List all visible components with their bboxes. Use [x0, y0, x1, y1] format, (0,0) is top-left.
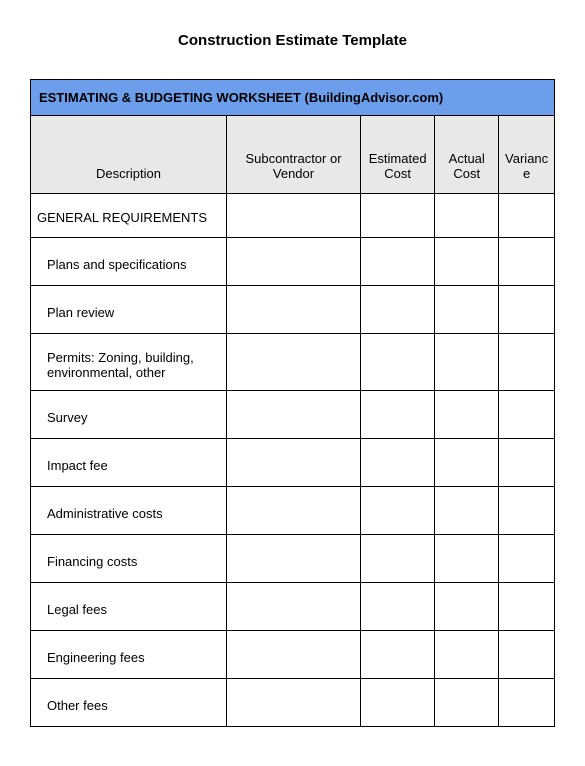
- cell-sub: [226, 487, 360, 535]
- cell-est: [361, 439, 435, 487]
- table-row: Permits: Zoning, building, environmental…: [31, 334, 555, 391]
- col-header-variance: Variance: [499, 116, 555, 194]
- section-row: GENERAL REQUIREMENTS: [31, 194, 555, 238]
- section-var: [499, 194, 555, 238]
- cell-sub: [226, 334, 360, 391]
- cell-var: [499, 631, 555, 679]
- header-row: Description Subcontractor or Vendor Esti…: [31, 116, 555, 194]
- table-row: Other fees: [31, 679, 555, 727]
- cell-act: [435, 487, 499, 535]
- section-act: [435, 194, 499, 238]
- cell-est: [361, 286, 435, 334]
- cell-var: [499, 583, 555, 631]
- cell-act: [435, 238, 499, 286]
- banner-row: ESTIMATING & BUDGETING WORKSHEET (Buildi…: [31, 80, 555, 116]
- cell-desc: Plans and specifications: [31, 238, 227, 286]
- cell-var: [499, 391, 555, 439]
- cell-var: [499, 487, 555, 535]
- cell-sub: [226, 583, 360, 631]
- banner-text: ESTIMATING & BUDGETING WORKSHEET (Buildi…: [31, 80, 555, 116]
- table-row: Survey: [31, 391, 555, 439]
- cell-act: [435, 286, 499, 334]
- cell-desc: Legal fees: [31, 583, 227, 631]
- cell-desc: Impact fee: [31, 439, 227, 487]
- col-header-description: Description: [31, 116, 227, 194]
- cell-var: [499, 439, 555, 487]
- estimate-table: ESTIMATING & BUDGETING WORKSHEET (Buildi…: [30, 79, 555, 727]
- cell-sub: [226, 535, 360, 583]
- cell-var: [499, 238, 555, 286]
- cell-est: [361, 391, 435, 439]
- cell-var: [499, 535, 555, 583]
- section-sub: [226, 194, 360, 238]
- page-title: Construction Estimate Template: [30, 32, 555, 49]
- col-header-subcontractor: Subcontractor or Vendor: [226, 116, 360, 194]
- cell-est: [361, 334, 435, 391]
- cell-act: [435, 334, 499, 391]
- cell-sub: [226, 679, 360, 727]
- table-row: Financing costs: [31, 535, 555, 583]
- table-row: Plans and specifications: [31, 238, 555, 286]
- cell-est: [361, 583, 435, 631]
- cell-est: [361, 535, 435, 583]
- cell-sub: [226, 391, 360, 439]
- table-row: Legal fees: [31, 583, 555, 631]
- cell-sub: [226, 439, 360, 487]
- cell-act: [435, 679, 499, 727]
- cell-est: [361, 487, 435, 535]
- cell-desc: Financing costs: [31, 535, 227, 583]
- section-est: [361, 194, 435, 238]
- cell-est: [361, 238, 435, 286]
- cell-var: [499, 334, 555, 391]
- cell-act: [435, 439, 499, 487]
- cell-act: [435, 583, 499, 631]
- table-row: Impact fee: [31, 439, 555, 487]
- cell-desc: Administrative costs: [31, 487, 227, 535]
- cell-desc: Survey: [31, 391, 227, 439]
- col-header-estimated: Estimated Cost: [361, 116, 435, 194]
- cell-desc: Permits: Zoning, building, environmental…: [31, 334, 227, 391]
- table-row: Plan review: [31, 286, 555, 334]
- table-row: Engineering fees: [31, 631, 555, 679]
- cell-sub: [226, 286, 360, 334]
- cell-act: [435, 631, 499, 679]
- cell-act: [435, 391, 499, 439]
- cell-var: [499, 679, 555, 727]
- cell-desc: Other fees: [31, 679, 227, 727]
- cell-sub: [226, 631, 360, 679]
- cell-desc: Engineering fees: [31, 631, 227, 679]
- page: Construction Estimate Template ESTIMATIN…: [0, 0, 585, 727]
- cell-act: [435, 535, 499, 583]
- col-header-actual: Actual Cost: [435, 116, 499, 194]
- cell-var: [499, 286, 555, 334]
- cell-sub: [226, 238, 360, 286]
- section-label: GENERAL REQUIREMENTS: [31, 194, 227, 238]
- cell-est: [361, 679, 435, 727]
- cell-est: [361, 631, 435, 679]
- cell-desc: Plan review: [31, 286, 227, 334]
- table-row: Administrative costs: [31, 487, 555, 535]
